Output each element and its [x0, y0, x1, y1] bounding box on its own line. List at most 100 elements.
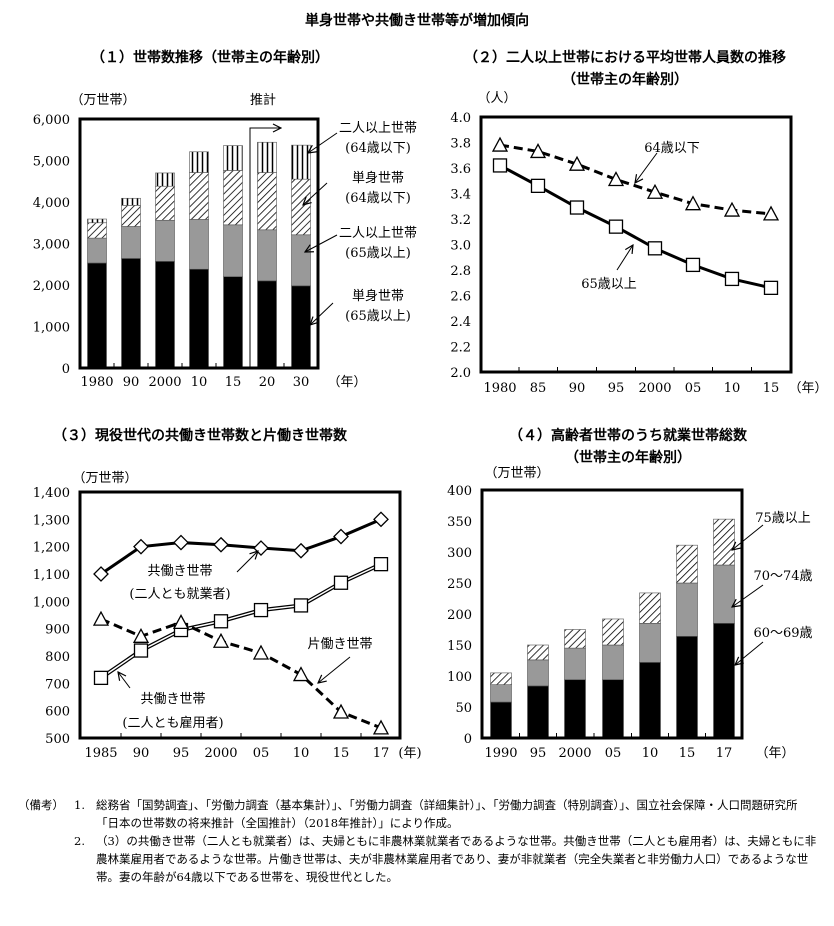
series-label: (64歳以下)	[345, 141, 411, 156]
data-point-diamond	[93, 566, 109, 582]
bar-segment	[155, 261, 175, 369]
bar-segment	[713, 518, 735, 566]
note-text: （3）の共働き世帯（二人とも就業者）は、夫婦ともに非農林業就業者であるような世帯…	[96, 834, 817, 884]
x-tick-label: 1980	[80, 375, 113, 390]
bar-segment	[291, 178, 311, 236]
chart-subtitle: （世帯主の年齢別）	[565, 449, 691, 466]
bar-segment	[676, 636, 698, 739]
bar-segment	[490, 672, 512, 685]
data-point-diamond	[133, 538, 149, 555]
bar-segment	[602, 644, 624, 681]
series-label: 単身世帯	[352, 170, 404, 186]
bar-segment	[189, 151, 209, 173]
x-axis-unit: （年）	[755, 746, 794, 761]
data-point-square	[608, 219, 624, 234]
y-axis-unit: （万世帯）	[72, 471, 137, 486]
y-tick-label: 2.2	[450, 341, 471, 356]
data-point-triangle	[132, 627, 150, 643]
series-label: 65歳以上	[581, 277, 637, 292]
x-tick-label: 90	[133, 746, 150, 761]
series-label: 共働き世帯	[147, 564, 212, 579]
bar-segment	[639, 662, 661, 739]
data-point-triangle	[723, 201, 741, 217]
series-label: 二人以上世帯	[339, 226, 417, 241]
x-tick-label: 10	[191, 375, 208, 390]
label-arrow	[308, 132, 338, 153]
y-tick-label: 500	[45, 732, 70, 747]
series-label: 64歳以下	[644, 141, 700, 156]
x-tick-label: 15	[333, 746, 350, 761]
bar-segment	[291, 285, 311, 369]
label-arrow	[318, 656, 351, 683]
bar-segment	[155, 219, 175, 262]
label-arrow	[635, 152, 658, 183]
bar-segment	[223, 224, 243, 277]
label-arrow	[236, 551, 258, 573]
x-tick-label: 1985	[84, 746, 117, 761]
bar-segment	[155, 172, 175, 187]
data-point-square	[685, 257, 701, 273]
chart-household-count: （１）世帯数推移（世帯主の年齢別） （万世帯） （年） 0 1,000 2,000 3,00…	[33, 49, 417, 390]
y-tick-label: 100	[447, 670, 472, 685]
x-tick-label: 30	[293, 375, 310, 390]
label-arrow	[616, 245, 633, 271]
y-tick-label: 1,100	[33, 568, 70, 583]
plot-frame	[480, 488, 744, 740]
series-line	[499, 143, 772, 216]
chart-subtitle: （世帯主の年齢別）	[562, 71, 688, 88]
data-point-square	[253, 602, 269, 618]
x-tick-label: 05	[685, 381, 702, 396]
series-label: (65歳以上)	[345, 246, 411, 261]
y-axis-unit: （人）	[477, 91, 516, 106]
notes-head: （備考）	[18, 798, 64, 812]
bar-segment	[121, 197, 141, 206]
y-tick-label: 3.2	[450, 213, 471, 228]
bar-segment	[223, 276, 243, 369]
x-tick-label: 05	[605, 746, 622, 761]
x-tick-label: 17	[716, 746, 733, 761]
x-tick-label: 2000	[204, 746, 237, 761]
bar-segment	[291, 234, 311, 287]
bar-segment	[527, 659, 549, 687]
chart-elderly-working-households: （４）高齢者世帯のうち就業世帯総数（世帯主の年齢別）（万世帯）（年）050100…	[447, 427, 812, 761]
data-point-triangle	[252, 644, 270, 660]
chart-title: （４）高齢者世帯のうち就業世帯総数	[509, 427, 748, 444]
label-arrow	[310, 302, 334, 325]
data-point-triangle	[372, 719, 390, 735]
y-tick-label: 1,000	[33, 321, 70, 336]
bar-segment	[490, 684, 512, 703]
y-tick-label: 2.6	[450, 290, 471, 305]
x-tick-label: 2000	[558, 746, 591, 761]
y-tick-label: 3.4	[450, 188, 471, 203]
x-axis-unit: （年）	[788, 381, 827, 396]
y-tick-label: 3,000	[33, 238, 70, 253]
bar-segment	[121, 205, 141, 227]
y-tick-label: 1,300	[33, 513, 70, 528]
bar-segment	[87, 222, 107, 239]
y-tick-label: 900	[45, 623, 70, 638]
bar-segment	[291, 144, 311, 180]
chart-avg-household-size: （２）二人以上世帯における平均世帯人員数の推移 （世帯主の年齢別） （人） （年） 2.…	[450, 49, 827, 396]
note-number: 2.	[74, 834, 85, 848]
series-label: 75歳以上	[755, 511, 811, 526]
label-arrow	[735, 641, 764, 665]
data-point-diamond	[293, 542, 309, 559]
y-tick-label: 6,000	[33, 113, 70, 128]
series-label: 二人以上世帯	[339, 121, 417, 136]
x-tick-label: 1980	[483, 381, 516, 396]
series-label: (二人とも雇用者)	[122, 715, 223, 731]
data-point-square	[373, 557, 389, 572]
data-point-square	[763, 280, 779, 296]
data-point-triangle	[684, 195, 702, 211]
series-label: 片働き世帯	[307, 637, 372, 652]
bar-segment	[639, 592, 661, 624]
x-tick-label: 15	[679, 746, 696, 761]
data-point-diamond	[373, 511, 389, 528]
data-point-square	[133, 643, 149, 658]
data-point-square	[647, 241, 663, 256]
projection-label: 推計	[250, 92, 276, 108]
series-line	[100, 617, 382, 730]
x-axis-unit: （年）	[327, 375, 366, 390]
data-point-diamond	[213, 536, 229, 553]
x-tick-label: 2000	[148, 375, 181, 390]
